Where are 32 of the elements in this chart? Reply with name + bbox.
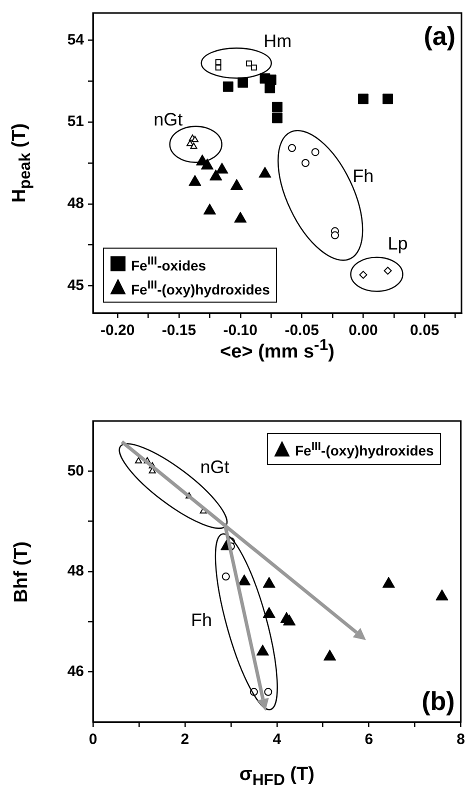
annotation: nGt [200, 456, 230, 477]
x-tick-label: -0.10 [223, 322, 258, 340]
x-tick-label: 0.05 [410, 322, 440, 340]
annotation: Fh [191, 610, 212, 630]
legend-label: Fe$^{III}$-oxides [131, 254, 206, 276]
x-axis-title: σ$_{HFD}$ (T) [239, 764, 314, 790]
y-tick-label: 50 [67, 462, 84, 480]
annotation: Lp [388, 233, 408, 254]
y-tick-label: 45 [67, 276, 84, 294]
x-tick-label: 4 [272, 731, 282, 748]
x-tick-label: 6 [364, 731, 374, 748]
x-tick-label: 0.00 [348, 322, 378, 340]
annotation: nGt [154, 109, 183, 130]
annotation: (a) [424, 21, 456, 52]
y-tick-label: 48 [67, 562, 84, 580]
x-tick-label: 8 [456, 731, 465, 748]
x-axis-title: <e> (mm s$^{-1}$) [220, 337, 334, 362]
y-tick-label: 48 [67, 195, 84, 212]
y-tick-label: 46 [67, 662, 84, 680]
annotation: Hm [264, 31, 292, 52]
x-tick-label: -0.05 [284, 322, 319, 340]
legend-label: Fe$^{III}$-(oxy)hydroxides [131, 277, 270, 299]
x-tick-label: 0 [88, 731, 98, 748]
annotation: Fh [352, 166, 374, 186]
annotation: (b) [422, 686, 455, 716]
y-tick-label: 54 [67, 31, 85, 48]
legend-label: Fe$^{III}$-(oxy)hydroxides [294, 439, 434, 461]
x-tick-label: 2 [180, 731, 190, 748]
x-tick-label: -0.20 [100, 322, 135, 340]
y-tick-label: 51 [67, 113, 84, 130]
y-axis-title: Bhf (T) [11, 540, 33, 602]
x-tick-label: -0.15 [162, 322, 196, 340]
